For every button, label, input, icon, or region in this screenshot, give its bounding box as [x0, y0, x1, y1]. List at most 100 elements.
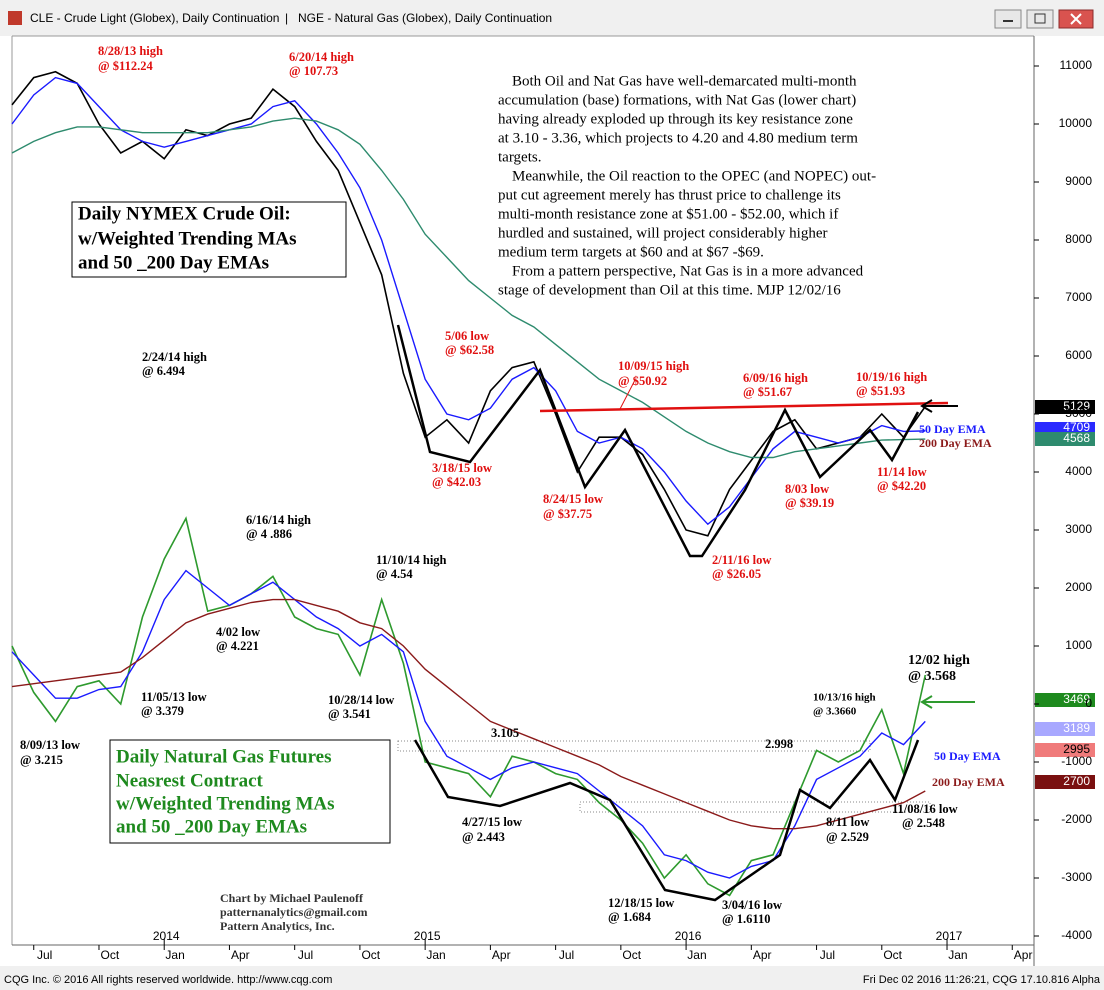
comment-line: multi-month resistance zone at $51.00 - …: [498, 206, 838, 222]
value-box: [1035, 775, 1095, 789]
x-tick-label: Apr: [1014, 948, 1033, 962]
maximize-button[interactable]: [1026, 9, 1054, 29]
annotation: 8/28/13 high: [98, 44, 163, 58]
annotation: @ 3.3660: [813, 706, 857, 718]
comment-line: medium term targets at $60 and at $67 -$…: [498, 244, 764, 260]
annotation: @ $42.03: [432, 475, 481, 489]
separator: |: [285, 11, 288, 25]
x-tick-label: Apr: [753, 948, 772, 962]
annotation: @ 107.73: [289, 64, 338, 78]
annotation: @ $62.58: [445, 343, 494, 357]
y-tick-label: 9000: [1065, 174, 1092, 188]
x-tick-label: Oct: [883, 948, 902, 962]
annotation: 4/27/15 low: [462, 815, 522, 829]
window-title: CLE - Crude Light (Globex), Daily Contin…: [30, 11, 279, 25]
annotation: 8/09/13 low: [20, 738, 80, 752]
x-tick-label: Apr: [492, 948, 511, 962]
arrow: [920, 695, 975, 709]
annotation: 11/08/16 low: [892, 802, 958, 816]
status-bar: [0, 966, 1104, 990]
year-label: 2014: [153, 929, 180, 943]
comment-line: Meanwhile, the Oil reaction to the OPEC …: [512, 168, 876, 184]
series-line: [11, 76, 926, 526]
legend-entry: 50 Day EMA: [919, 422, 986, 436]
comment-line: Both Oil and Nat Gas have well-demarcate…: [512, 73, 857, 89]
value-label: 3189: [1063, 721, 1090, 735]
icon: [1003, 20, 1013, 22]
box-line: Daily Natural Gas Futures: [116, 746, 332, 767]
annotation: 10/09/15 high: [618, 359, 689, 373]
x-tick-label: Jul: [820, 948, 835, 962]
annotation: @ $112.24: [98, 59, 153, 73]
series-line: [11, 516, 927, 897]
comment-line: put cut agreement merely has thrust pric…: [498, 187, 841, 203]
y-tick-label: 7000: [1065, 290, 1092, 304]
value-box: [1035, 693, 1095, 707]
annotation: 6/09/16 high: [743, 371, 808, 385]
annotation: @ 4 .886: [246, 527, 292, 541]
y-tick-label: 8000: [1065, 232, 1092, 246]
y-tick-label: 4000: [1065, 464, 1092, 478]
x-tick-label: Jan: [687, 948, 706, 962]
annotation: @ 1.684: [608, 910, 652, 924]
x-tick-label: Apr: [231, 948, 250, 962]
annotation: 2/11/16 low: [712, 553, 771, 567]
annotation: 11/14 low: [877, 465, 927, 479]
annotation: 11/05/13 low: [141, 690, 207, 704]
annotation: @ 1.6110: [722, 912, 770, 926]
y-tick-label: 0: [1085, 696, 1092, 710]
value-label: 5129: [1063, 399, 1090, 413]
minimize-button[interactable]: [994, 9, 1022, 29]
legend-entry: 50 Day EMA: [934, 749, 1001, 763]
annotation: @ $37.75: [543, 507, 592, 521]
footer-left: CQG Inc. © 2016 All rights reserved worl…: [4, 974, 332, 986]
comment-line: at 3.10 - 3.36, which projects to 4.20 a…: [498, 130, 858, 146]
icon: [1070, 13, 1082, 25]
zone: [579, 801, 931, 813]
box-line: Daily NYMEX Crude Oil:: [78, 203, 291, 224]
resistance-line: [539, 401, 949, 413]
comment-line: having already exploded up through its k…: [498, 111, 853, 127]
annotation: 5/06 low: [445, 329, 489, 343]
comment-line: From a pattern perspective, Nat Gas is i…: [512, 263, 864, 279]
icon: [1034, 13, 1046, 24]
value-box: [1035, 743, 1095, 757]
trendline: [413, 739, 920, 902]
x-tick-label: Oct: [101, 948, 120, 962]
value-box: [1035, 400, 1095, 414]
pointer: [619, 379, 636, 410]
value-label: 3469: [1063, 692, 1090, 706]
value-box: [1035, 722, 1095, 736]
year-label: 2017: [936, 929, 963, 943]
year-label: 2016: [675, 929, 702, 943]
y-tick-label: 2000: [1065, 580, 1092, 594]
annotation: @ 4.221: [216, 639, 259, 653]
y-tick-label: 10000: [1059, 116, 1093, 130]
annotation: @ $26.05: [712, 567, 761, 581]
annotation: 6/16/14 high: [246, 513, 311, 527]
comment-line: targets.: [498, 149, 541, 165]
annotation: 3.105: [491, 726, 519, 740]
year-label: 2015: [414, 929, 441, 943]
annotation: @ 6.494: [142, 364, 186, 378]
annotation: 2.998: [765, 737, 793, 751]
credits: Chart by Michael Paulenoff patternanalyt…: [220, 891, 367, 933]
y-tick-label: -1000: [1061, 754, 1092, 768]
value-label: 4568: [1063, 431, 1090, 445]
annotation: @ $42.20: [877, 479, 926, 493]
y-tick-label: 1000: [1065, 638, 1092, 652]
annotation: @ 2.529: [826, 830, 869, 844]
y-tick-label: -2000: [1061, 812, 1092, 826]
value-label: 2995: [1063, 742, 1090, 756]
annotation: @ $51.93: [856, 384, 905, 398]
annotations: 8/28/13 high@ $112.24 6/20/14 high@ 107.7…: [20, 44, 970, 926]
series-line: [11, 598, 926, 830]
annotation: @ $50.92: [618, 374, 667, 388]
window-title: NGE - Natural Gas (Globex), Daily Contin…: [298, 11, 552, 25]
box: [71, 201, 347, 278]
y-tick-label: 6000: [1065, 348, 1092, 362]
x-tick-label: Jan: [948, 948, 967, 962]
annotation: @ 3.379: [141, 704, 184, 718]
annotation: 3/04/16 low: [722, 898, 782, 912]
x-tick-label: Jan: [426, 948, 445, 962]
